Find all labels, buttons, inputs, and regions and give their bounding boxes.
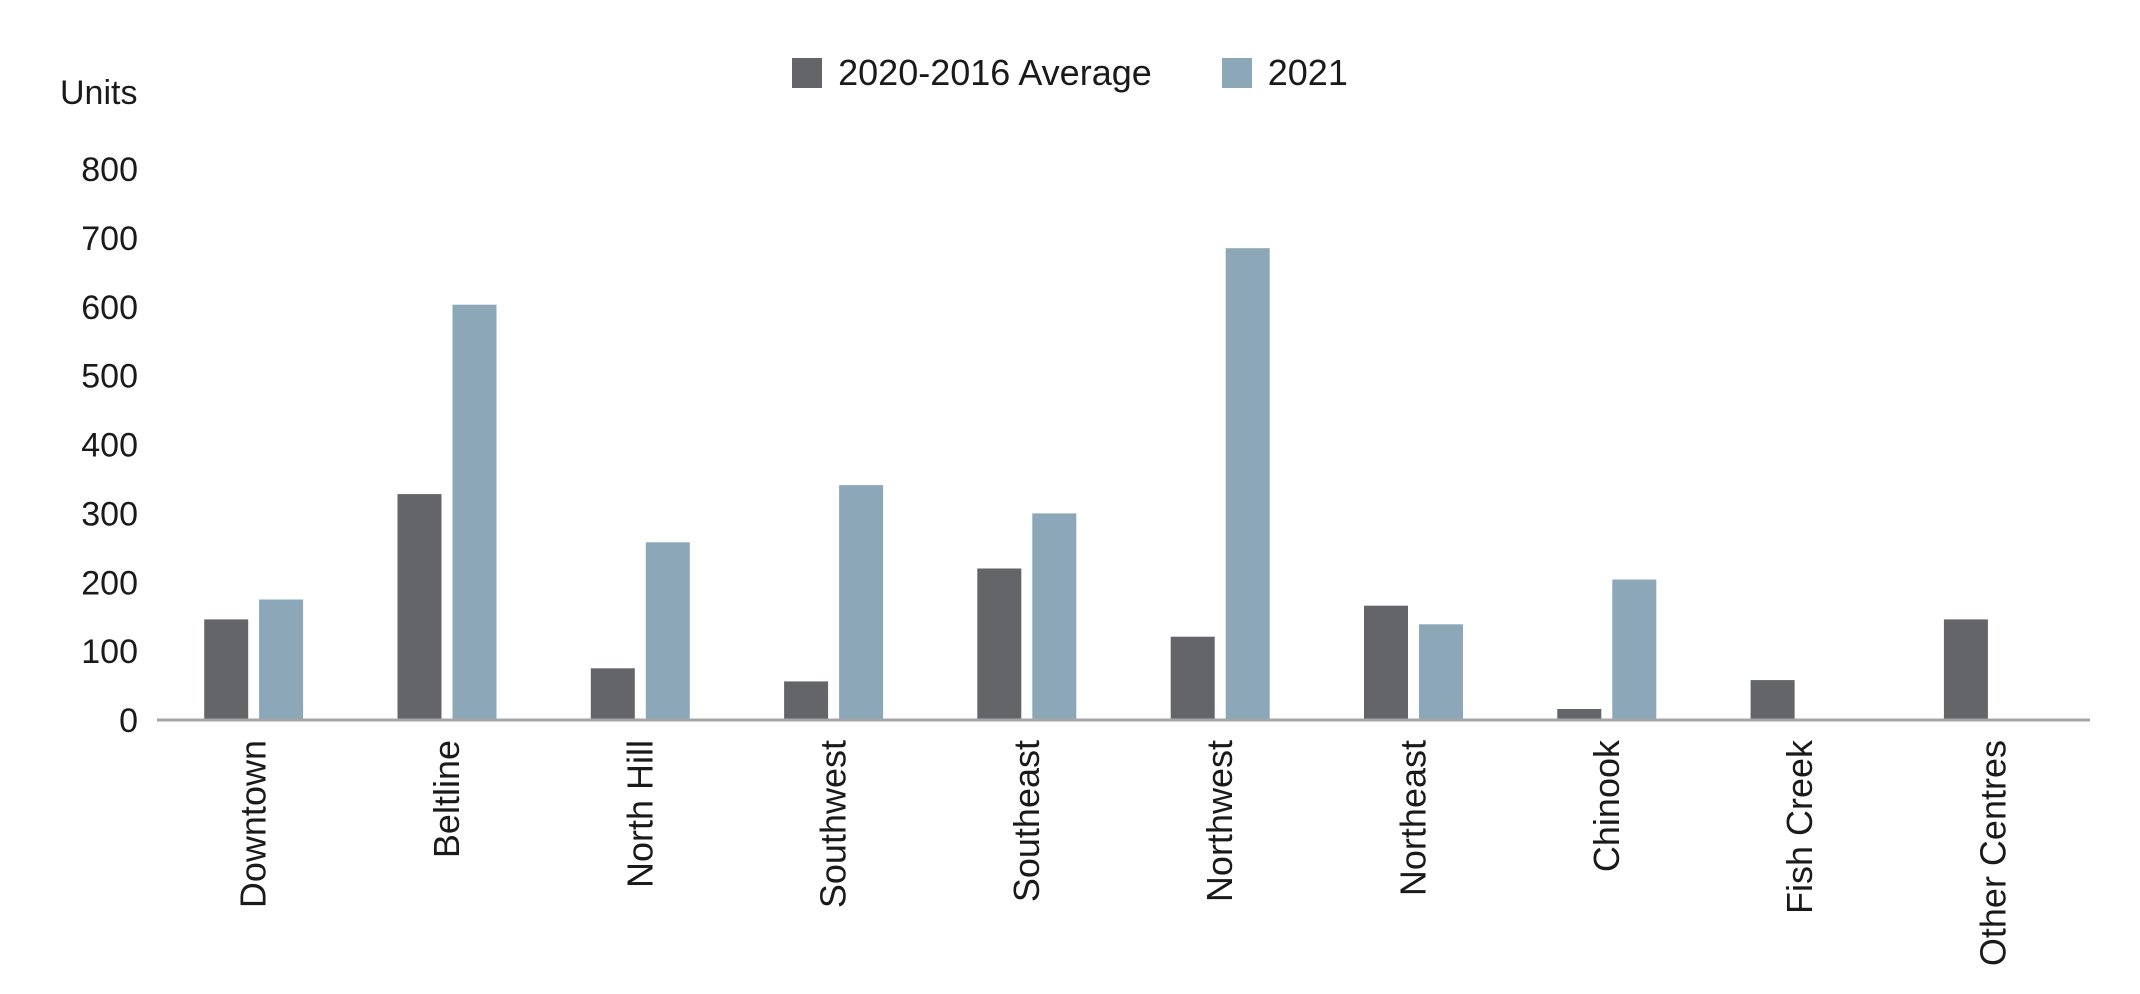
bar-2021-southwest — [839, 485, 884, 720]
bar-average-north-hill — [590, 668, 635, 720]
y-tick-label: 300 — [81, 495, 138, 533]
legend: 2020-2016 Average 2021 — [0, 52, 2140, 94]
bar-2021-downtown — [259, 599, 304, 720]
x-tick-label: Beltline — [426, 740, 467, 858]
bar-2021-northwest — [1225, 248, 1270, 720]
legend-item-average: 2020-2016 Average — [792, 52, 1152, 94]
bar-average-northwest — [1170, 636, 1215, 720]
legend-swatch-2021 — [1221, 58, 1252, 88]
bar-2021-beltline — [452, 304, 497, 720]
y-tick-label: 400 — [81, 427, 138, 465]
bar-average-chinook — [1557, 709, 1602, 720]
legend-swatch-average — [792, 58, 823, 88]
x-tick-label: Northeast — [1392, 740, 1433, 896]
y-tick-label: 200 — [81, 564, 138, 602]
bar-average-southwest — [784, 681, 829, 720]
y-tick-label: 700 — [81, 220, 138, 258]
bar-average-other-centres — [1943, 619, 1988, 720]
y-tick-label: 600 — [81, 289, 138, 327]
y-tick-label: 500 — [81, 358, 138, 396]
legend-label-average: 2020-2016 Average — [838, 52, 1152, 93]
y-tick-label: 800 — [81, 151, 138, 189]
bar-average-beltline — [397, 494, 442, 720]
y-axis-label: Units — [60, 74, 138, 112]
bar-average-downtown — [204, 619, 249, 720]
bar-2021-northeast — [1419, 624, 1463, 720]
bar-average-fish-creek — [1750, 680, 1795, 720]
x-tick-label: Fish Creek — [1779, 739, 1820, 914]
y-tick-label: 100 — [81, 633, 138, 671]
x-tick-label: Northwest — [1199, 740, 1240, 902]
bar-2021-north-hill — [645, 542, 690, 720]
x-tick-label: Chinook — [1586, 739, 1627, 872]
x-tick-label: Southwest — [813, 740, 854, 908]
x-tick-label: Downtown — [233, 740, 274, 908]
bar-average-northeast — [1364, 605, 1408, 720]
x-tick-label: North Hill — [619, 740, 660, 888]
bar-2021-southeast — [1032, 513, 1077, 720]
x-tick-label: Southeast — [1006, 740, 1047, 902]
legend-item-2021: 2021 — [1221, 52, 1348, 94]
bar-2021-chinook — [1612, 579, 1657, 720]
bar-average-southeast — [977, 568, 1022, 720]
legend-label-2021: 2021 — [1267, 52, 1348, 93]
x-tick-label: Other Centres — [1972, 740, 2013, 966]
y-tick-label: 0 — [119, 702, 138, 740]
